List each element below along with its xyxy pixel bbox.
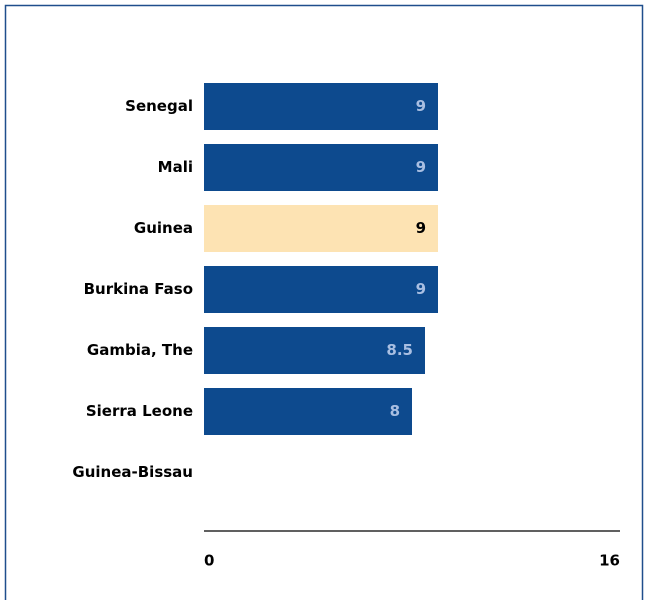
value-label: 9 bbox=[416, 280, 426, 298]
value-label: 8 bbox=[390, 402, 400, 420]
y-tick-label: Guinea bbox=[134, 219, 193, 237]
x-tick-label: 0 bbox=[204, 552, 214, 570]
bar bbox=[204, 144, 438, 191]
value-label: 9 bbox=[416, 97, 426, 115]
y-tick-label: Sierra Leone bbox=[86, 402, 193, 420]
bar bbox=[204, 266, 438, 313]
frame bbox=[4, 4, 644, 600]
bar bbox=[204, 388, 412, 435]
y-tick-label: Senegal bbox=[125, 97, 193, 115]
y-tick-label: Mali bbox=[158, 158, 193, 176]
value-label: 9 bbox=[416, 158, 426, 176]
value-label: 9 bbox=[416, 219, 426, 237]
value-label: 8.5 bbox=[386, 341, 413, 359]
bar bbox=[204, 83, 438, 130]
bar bbox=[204, 327, 425, 374]
x-tick-label: 16 bbox=[599, 552, 620, 570]
bar bbox=[204, 205, 438, 252]
y-tick-label: Gambia, The bbox=[87, 341, 193, 359]
y-tick-label: Guinea-Bissau bbox=[72, 463, 193, 481]
y-tick-label: Burkina Faso bbox=[84, 280, 193, 298]
